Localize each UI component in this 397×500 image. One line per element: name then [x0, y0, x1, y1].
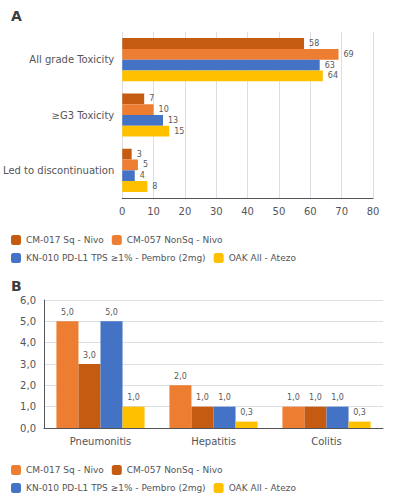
svg-text:5,0: 5,0 [105, 308, 118, 317]
svg-text:8: 8 [152, 182, 157, 191]
svg-text:3: 3 [137, 150, 142, 159]
svg-text:2,0: 2,0 [174, 372, 187, 381]
svg-text:0: 0 [119, 206, 125, 217]
svg-text:10: 10 [159, 105, 169, 114]
svg-text:1,0: 1,0 [331, 393, 344, 402]
svg-text:3,0: 3,0 [20, 359, 36, 370]
svg-text:0,0: 0,0 [20, 423, 36, 434]
svg-text:5,0: 5,0 [20, 316, 36, 327]
svg-text:64: 64 [328, 71, 338, 80]
svg-text:5,0: 5,0 [61, 308, 74, 317]
svg-text:Led to discontinuation: Led to discontinuation [3, 165, 114, 176]
svg-text:A: A [11, 8, 22, 24]
svg-text:20: 20 [179, 206, 192, 217]
svg-text:Hepatitis: Hepatitis [191, 436, 236, 447]
svg-text:1,0: 1,0 [218, 393, 231, 402]
svg-text:10: 10 [147, 206, 160, 217]
svg-text:58: 58 [309, 39, 319, 48]
svg-text:0,3: 0,3 [353, 408, 366, 417]
svg-text:CM-017 Sq - Nivo: CM-017 Sq - Nivo [26, 235, 104, 245]
svg-text:1,0: 1,0 [127, 393, 140, 402]
svg-text:40: 40 [241, 206, 254, 217]
svg-text:60: 60 [304, 206, 317, 217]
svg-text:70: 70 [335, 206, 348, 217]
svg-text:Colitis: Colitis [311, 436, 342, 447]
svg-text:5: 5 [143, 160, 148, 169]
svg-text:1,0: 1,0 [196, 393, 209, 402]
svg-text:Pneumonitis: Pneumonitis [70, 436, 132, 447]
svg-text:6,0: 6,0 [20, 295, 36, 306]
svg-text:4: 4 [140, 171, 145, 180]
svg-text:CM-057 NonSq - Nivo: CM-057 NonSq - Nivo [127, 235, 223, 245]
svg-text:4,0: 4,0 [20, 337, 36, 348]
svg-text:OAK All - Atezo: OAK All - Atezo [229, 253, 297, 263]
svg-text:1,0: 1,0 [287, 393, 300, 402]
svg-text:1,0: 1,0 [20, 401, 36, 412]
svg-text:CM-057 NonSq - Nivo: CM-057 NonSq - Nivo [127, 465, 223, 475]
svg-text:63: 63 [325, 61, 335, 70]
svg-text:13: 13 [168, 116, 178, 125]
svg-text:2,0: 2,0 [20, 380, 36, 391]
svg-text:1,0: 1,0 [309, 393, 322, 402]
svg-text:3,0: 3,0 [83, 351, 96, 360]
svg-text:OAK All - Atezo: OAK All - Atezo [229, 483, 297, 493]
svg-text:15: 15 [174, 127, 184, 136]
svg-text:KN-010 PD-L1 TPS ≥1% - Pembro: KN-010 PD-L1 TPS ≥1% - Pembro (2mg) [26, 483, 206, 493]
svg-text:KN-010 PD-L1 TPS ≥1% - Pembro: KN-010 PD-L1 TPS ≥1% - Pembro (2mg) [26, 253, 206, 263]
svg-text:7: 7 [149, 94, 154, 103]
svg-text:All grade Toxicity: All grade Toxicity [29, 54, 114, 65]
svg-text:69: 69 [344, 50, 354, 59]
svg-text:B: B [11, 278, 22, 294]
svg-text:≥G3 Toxicity: ≥G3 Toxicity [52, 110, 115, 121]
svg-text:CM-017 Sq - Nivo: CM-017 Sq - Nivo [26, 465, 104, 475]
svg-text:50: 50 [273, 206, 286, 217]
svg-text:30: 30 [210, 206, 223, 217]
svg-text:80: 80 [367, 206, 380, 217]
svg-text:0,3: 0,3 [240, 408, 253, 417]
